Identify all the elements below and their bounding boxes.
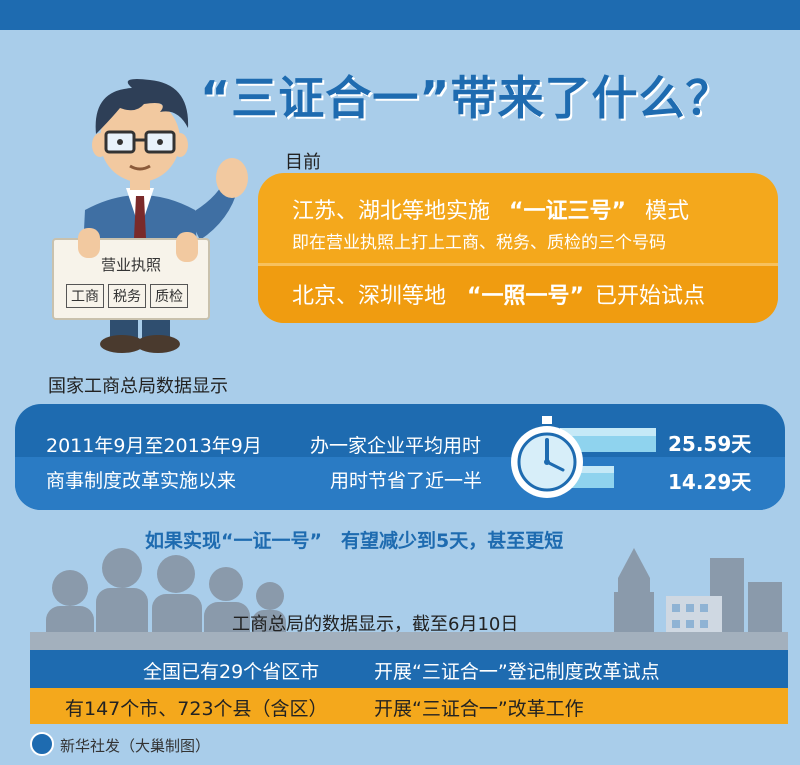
june-data-label: 工商总局的数据显示，截至6月10日 — [232, 614, 519, 635]
sign-item: 质检 — [150, 284, 188, 308]
left-ear — [92, 133, 108, 157]
raised-hand — [216, 158, 248, 198]
street-band — [30, 632, 788, 650]
since-text: 商事制度改革实施以来 — [46, 470, 237, 492]
avg-label: 办一家企业平均用时 — [310, 435, 482, 457]
current-label: 目前 — [285, 152, 321, 173]
pilot-row-right: 开展“三证合一”登记制度改革试点 — [374, 661, 660, 683]
mode-detail: 即在营业执照上打上工商、税务、质检的三个号码 — [292, 233, 666, 253]
left-shoe — [100, 335, 144, 353]
mode-highlight: “一证三号” — [509, 199, 626, 224]
right-eye — [157, 139, 163, 145]
sign-items: 工商 税务 质检 — [66, 284, 188, 308]
sign-item: 工商 — [66, 284, 104, 308]
period-text: 2011年9月至2013年9月 — [46, 435, 262, 457]
pilot-row — [30, 650, 788, 688]
xinhua-logo-icon — [30, 732, 54, 756]
hair — [95, 79, 189, 134]
right-ear — [172, 133, 188, 157]
clock-icon — [511, 416, 583, 498]
trial-prefix: 北京、深圳等地 — [292, 284, 447, 309]
time-data-card — [15, 404, 785, 510]
mouth — [129, 164, 151, 171]
mode-line: 江苏、湖北等地实施 “一证三号” 模式 — [292, 193, 689, 225]
right-hand — [176, 232, 198, 262]
reform-row — [30, 688, 788, 724]
card-band — [15, 457, 785, 510]
trial-line: 北京、深圳等地 “一照一号” 已开始试点 — [292, 278, 705, 310]
days-before: 25.59天 — [668, 432, 752, 456]
saic-label: 国家工商总局数据显示 — [48, 376, 228, 397]
card-divider — [258, 263, 778, 266]
trial-highlight: “一照一号” — [467, 284, 584, 309]
sign-item: 税务 — [108, 284, 146, 308]
mode-prefix: 江苏、湖北等地实施 — [292, 199, 491, 224]
pilot-row-left: 全国已有29个省区市 — [143, 661, 320, 683]
reform-row-left: 有147个市、723个县（含区） — [65, 698, 328, 720]
goal-statement: 如果实现“一证一号” 有望减少到5天，甚至更短 — [145, 530, 564, 552]
current-status-card — [258, 173, 778, 323]
top-banner — [0, 0, 800, 30]
mode-suffix: 模式 — [644, 199, 689, 224]
card-lower-band — [258, 266, 778, 323]
left-hand — [78, 228, 100, 258]
bar-after-highlight — [560, 466, 614, 473]
days-after: 14.29天 — [668, 470, 752, 494]
trial-suffix: 已开始试点 — [594, 284, 705, 309]
right-shoe — [136, 335, 180, 353]
reform-row-right: 开展“三证合一”改革工作 — [374, 698, 584, 720]
sign-title: 营业执照 — [100, 256, 161, 274]
bar-before-highlight — [560, 428, 656, 436]
page-title: “三证合一”带来了什么？ — [200, 71, 733, 125]
tie — [134, 196, 146, 246]
credit-line: 新华社发（大巢制图） — [60, 737, 211, 755]
left-eye — [117, 139, 123, 145]
saved-label: 用时节省了近一半 — [330, 470, 483, 492]
